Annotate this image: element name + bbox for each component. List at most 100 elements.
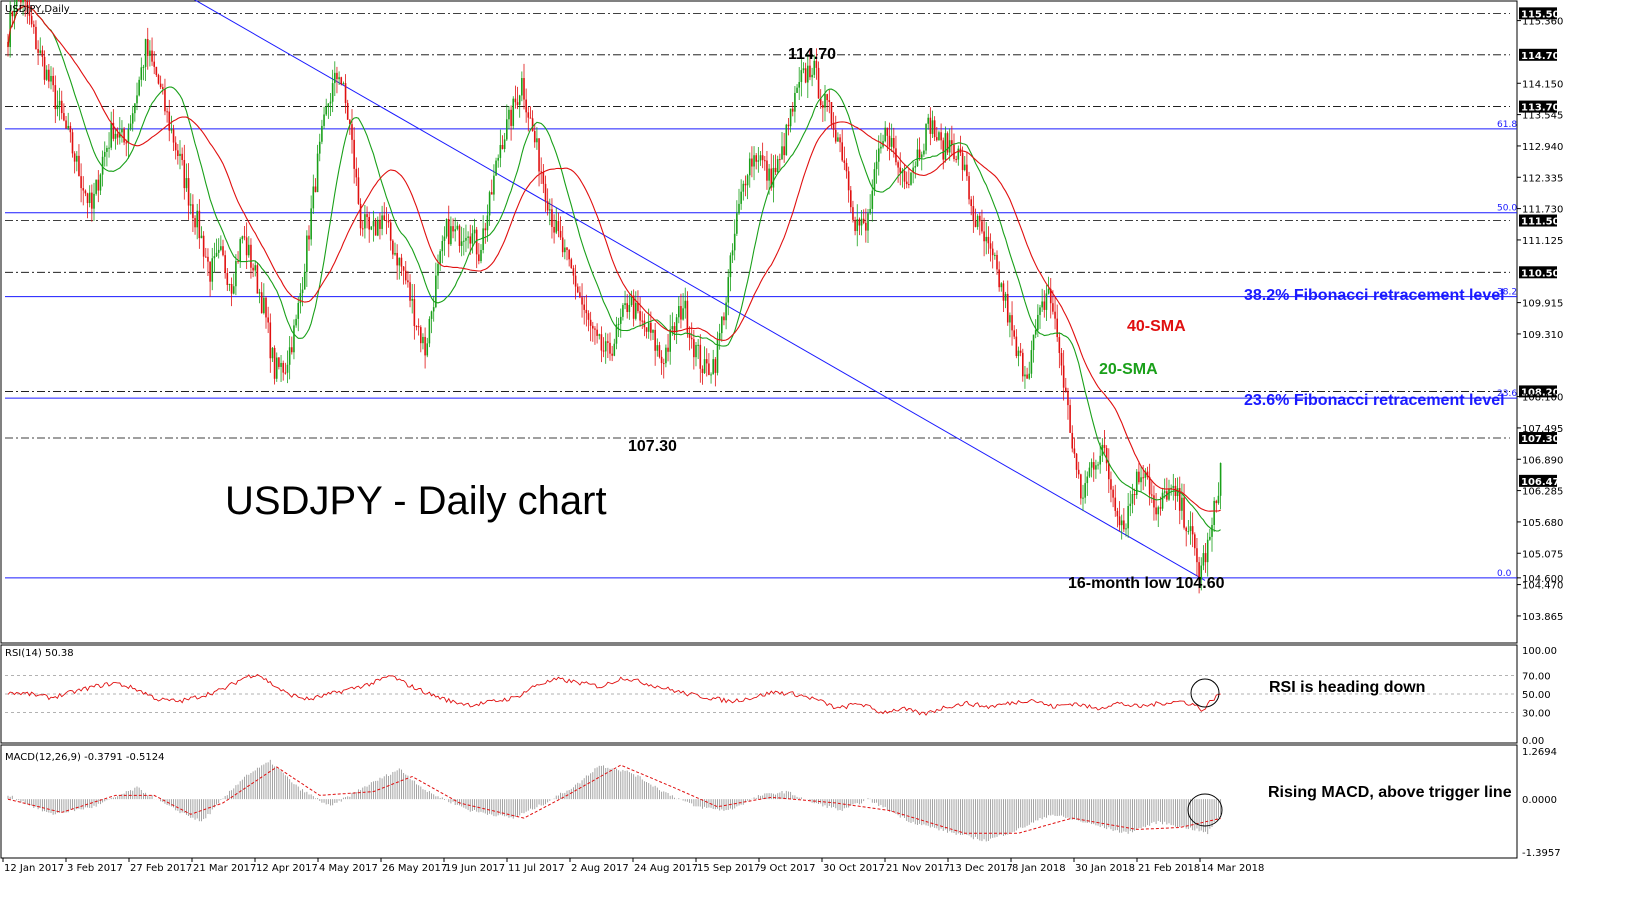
candle-body [467,236,469,238]
candle-body [936,137,938,141]
candle-body [824,94,826,108]
candle-body [1123,520,1125,530]
candle-body [903,170,906,182]
candle-body [447,218,450,245]
candle-body [817,67,820,99]
candle-body [682,308,684,320]
candle-body [364,214,366,229]
candle-body [353,139,355,169]
candle-body [445,218,448,237]
candle-body [830,102,833,124]
candle-body [30,15,33,25]
candle-body [349,119,351,125]
candle-body [1022,352,1024,377]
candle-body [656,345,659,351]
candle-body [80,176,82,189]
time-tick-label: 21 Feb 2018 [1138,863,1200,874]
candle-body [929,117,932,134]
macd-tick-label: -1.3957 [1522,848,1561,859]
candle-body [1069,405,1071,433]
current-price-box [1519,474,1557,487]
candle-body [340,77,343,85]
candle-body [1062,365,1065,388]
candle-body [781,146,783,160]
candle-body [953,144,955,160]
price-tick-label: 106.285 [1522,487,1563,498]
time-tick-label: 8 Jan 2018 [1012,863,1066,874]
candle-body [411,298,413,301]
candle-body [456,225,459,230]
candle-body [987,236,990,244]
candle-body [1004,293,1007,301]
candle-body [527,112,530,118]
annotation-fib-236: 23.6% Fibonacci retracement level [1244,392,1505,409]
annotation-20-sma: 20-SMA [1099,361,1158,378]
candle-body [1037,314,1039,331]
candle-body [525,99,527,113]
candle-body [546,201,549,211]
candle-body [791,108,794,112]
candle-body [710,374,712,376]
candle-body [796,87,798,93]
candle-body [938,132,940,141]
candle-body [712,359,714,375]
candle-body [916,149,919,167]
time-tick-label: 12 Apr 2017 [256,863,318,874]
candle-body [271,347,274,359]
candle-body [697,344,699,346]
candle-body [1153,495,1155,508]
candle-body [856,219,859,232]
candle-body [897,162,899,168]
rsi-tick-label: 30.00 [1522,708,1551,719]
candle-body [609,342,611,354]
candle-body [918,149,921,158]
candle-body [123,128,125,143]
time-tick-label: 26 May 2017 [382,863,447,874]
candle-body [667,347,669,352]
candle-body [884,127,886,142]
candle-body [858,219,861,226]
candle-body [501,144,504,150]
candle-body [708,363,710,375]
candle-body [321,125,323,142]
candle-body [686,300,689,333]
candle-body [1028,373,1031,379]
candle-body [63,113,65,121]
candle-body [389,222,392,241]
candle-body [1105,448,1108,464]
candle-body [381,215,383,229]
candle-body [1090,462,1093,468]
candle-body [1213,500,1215,525]
candle-body [723,316,725,321]
candle-body [1189,526,1192,532]
candle-body [787,124,790,127]
candle-body [97,179,100,191]
candle-body [1168,488,1170,500]
candle-body [323,114,325,126]
candle-body [422,336,424,344]
candle-body [944,133,947,160]
candle-body [230,283,233,294]
rsi-label: RSI(14) 50.38 [5,648,74,659]
candle-body [972,206,975,221]
price-tag-label: 110.500 [1521,268,1567,279]
candle-body [695,344,697,358]
candle-body [488,192,491,216]
candle-body [596,329,598,336]
candle-body [432,307,435,312]
candle-body [396,252,398,266]
candle-body [256,265,259,294]
candle-body [802,68,805,71]
candle-body [1077,469,1080,475]
candle-body [430,311,433,319]
candle-body [1146,471,1149,477]
candle-body [1148,476,1151,495]
candle-body [521,78,523,96]
candle-body [460,241,463,246]
candle-body [688,332,691,338]
candle-body [394,252,396,255]
candle-body [617,323,620,325]
candle-body [407,280,409,283]
candle-body [652,329,654,333]
candle-body [626,303,628,312]
